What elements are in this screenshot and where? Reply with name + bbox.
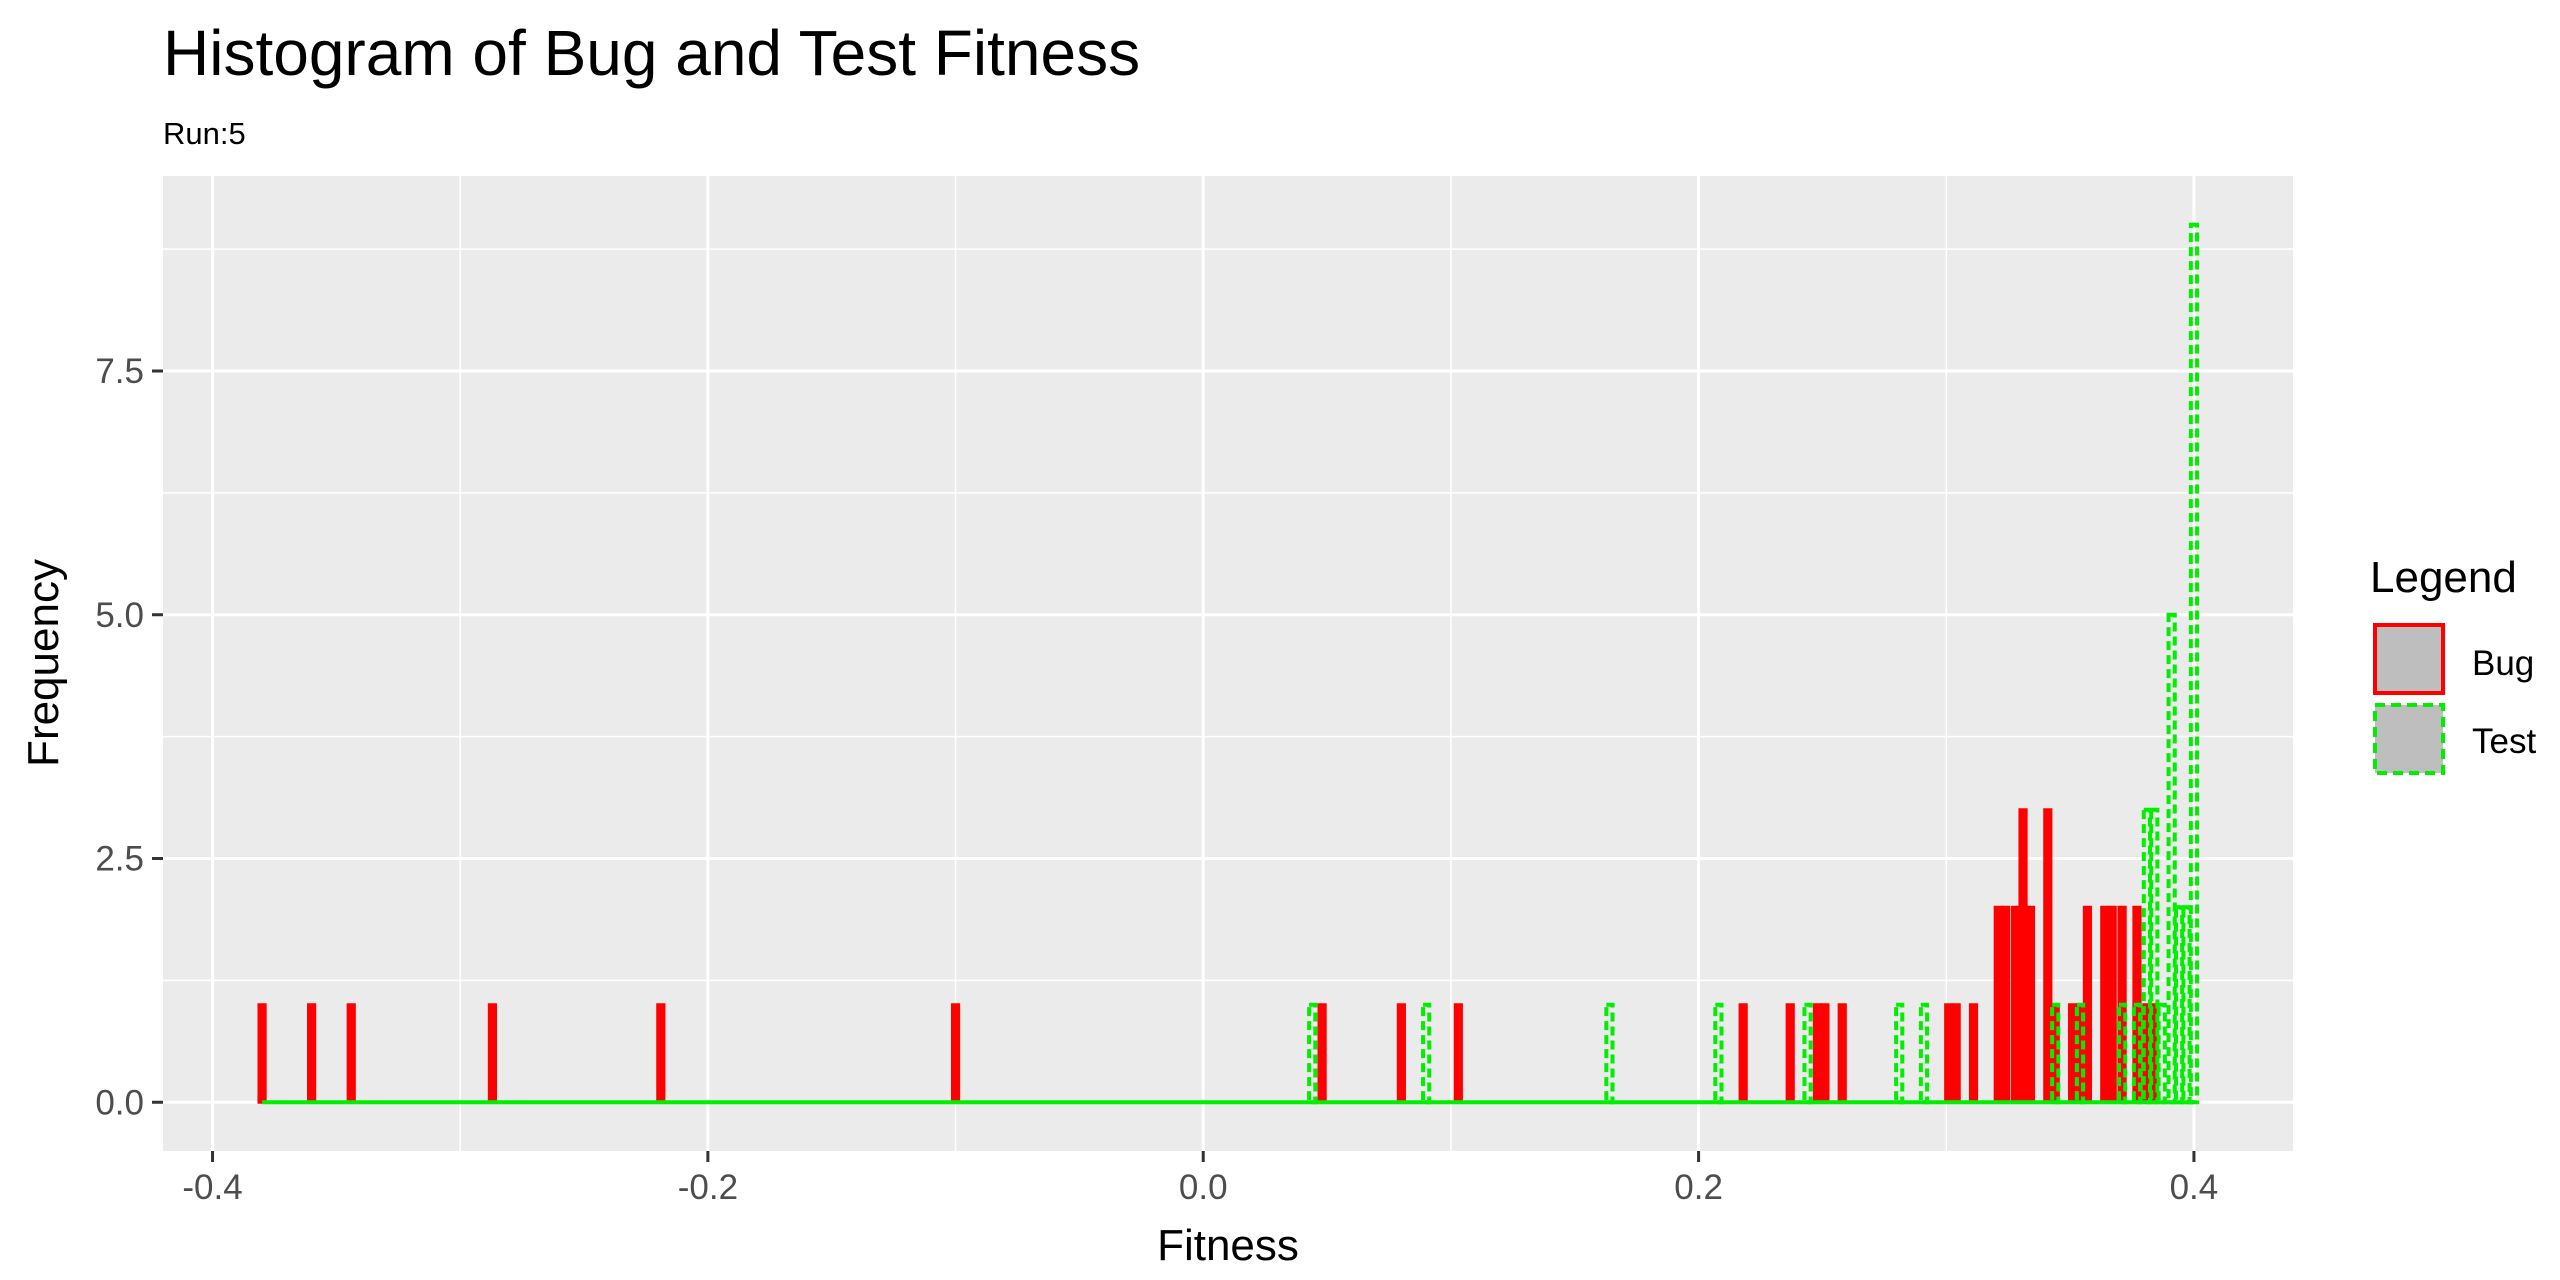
- x-tick-label: 0.2: [1674, 1168, 1723, 1207]
- bug-bar: [1944, 1003, 1954, 1104]
- x-tick-label: -0.2: [678, 1168, 738, 1207]
- bug-bar: [2043, 808, 2053, 1104]
- legend-key-test: [2373, 703, 2445, 775]
- bug-bar: [2100, 905, 2110, 1104]
- bug-bar: [2067, 1003, 2078, 1104]
- bug-bar: [2025, 905, 2036, 1104]
- bug-bar: [1738, 1003, 1748, 1104]
- bug-bar: [1396, 1003, 1406, 1104]
- legend-label-test: Test: [2472, 722, 2536, 761]
- bug-bar: [2107, 905, 2117, 1104]
- y-tick-label: 5.0: [95, 596, 144, 635]
- bug-bar: [257, 1003, 267, 1104]
- bug-bar: [1812, 1003, 1823, 1104]
- x-tick-label: 0.0: [1179, 1168, 1228, 1207]
- y-axis-title: Frequency: [19, 559, 68, 767]
- y-tick-label: 0.0: [95, 1083, 144, 1122]
- bug-bar: [656, 1003, 666, 1104]
- minor-gridlines: [163, 176, 2293, 1151]
- bug-bar: [950, 1003, 961, 1104]
- y-axis-ticks: 0.0 2.5 5.0 7.5: [95, 352, 163, 1122]
- x-tick-label: 0.4: [2170, 1168, 2219, 1207]
- legend-key-bug: [2373, 623, 2445, 695]
- x-axis-ticks: -0.4 -0.2 0.0 0.2 0.4: [182, 1151, 2218, 1207]
- legend-title: Legend: [2370, 553, 2517, 602]
- bug-bar: [1317, 1003, 1327, 1104]
- legend-label-bug: Bug: [2472, 644, 2534, 683]
- bug-bar: [1453, 1003, 1463, 1104]
- bug-bar: [1951, 1003, 1961, 1104]
- bug-bar: [2018, 808, 2028, 1104]
- chart-subtitle: Run:5: [163, 116, 246, 151]
- bug-bar: [1820, 1003, 1830, 1104]
- bug-bar: [2001, 905, 2011, 1104]
- bug-bar: [1993, 905, 2003, 1104]
- bug-bar: [1968, 1003, 1979, 1104]
- chart-title: Histogram of Bug and Test Fitness: [163, 17, 1140, 89]
- plot-panel: [163, 176, 2293, 1151]
- bug-bar: [307, 1003, 317, 1104]
- x-axis-title: Fitness: [1157, 1221, 1299, 1270]
- bug-bar: [346, 1003, 356, 1104]
- y-tick-label: 2.5: [95, 840, 144, 879]
- y-tick-label: 7.5: [95, 352, 144, 391]
- legend: Legend Bug Test: [2370, 553, 2536, 775]
- bug-bar: [1785, 1003, 1795, 1104]
- x-tick-label: -0.4: [182, 1168, 242, 1207]
- bug-bar: [1837, 1003, 1847, 1104]
- bug-bar: [2011, 905, 2021, 1104]
- bug-bar: [2082, 905, 2093, 1104]
- bug-bar: [487, 1003, 498, 1104]
